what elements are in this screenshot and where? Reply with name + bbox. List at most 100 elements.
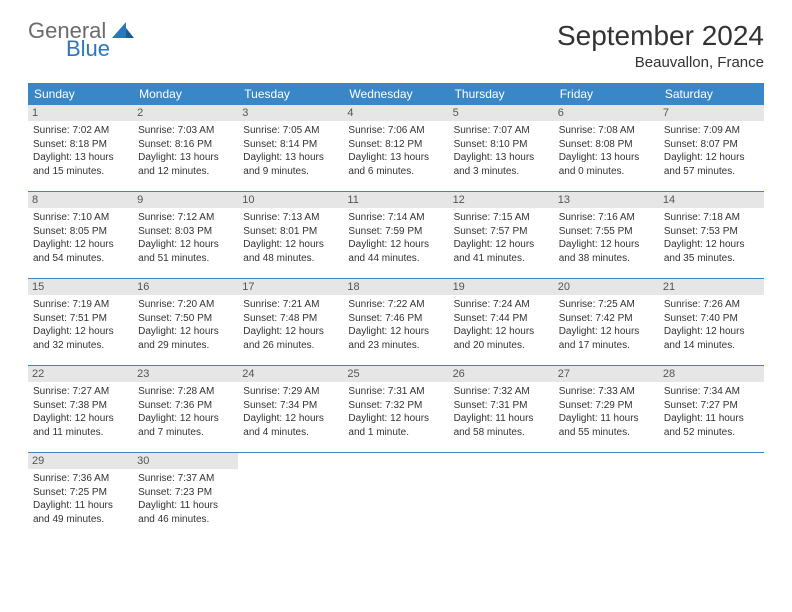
daylight-text: and 29 minutes. — [138, 339, 233, 353]
calendar-cell: 19Sunrise: 7:24 AMSunset: 7:44 PMDayligh… — [449, 279, 554, 365]
sunset-text: Sunset: 7:34 PM — [243, 399, 338, 413]
sunset-text: Sunset: 8:16 PM — [138, 138, 233, 152]
daylight-text: Daylight: 12 hours — [243, 412, 338, 426]
calendar-cell: 8Sunrise: 7:10 AMSunset: 8:05 PMDaylight… — [28, 192, 133, 278]
daylight-text: Daylight: 12 hours — [454, 238, 549, 252]
sunset-text: Sunset: 7:27 PM — [664, 399, 759, 413]
day-number: 18 — [343, 279, 448, 295]
daylight-text: Daylight: 12 hours — [138, 238, 233, 252]
calendar-cell: 14Sunrise: 7:18 AMSunset: 7:53 PMDayligh… — [659, 192, 764, 278]
sunset-text: Sunset: 8:03 PM — [138, 225, 233, 239]
day-number: 28 — [659, 366, 764, 382]
day-number: 7 — [659, 105, 764, 121]
daylight-text: and 57 minutes. — [664, 165, 759, 179]
calendar-cell — [659, 453, 764, 539]
day-number: 4 — [343, 105, 448, 121]
daylight-text: and 0 minutes. — [559, 165, 654, 179]
sunset-text: Sunset: 7:51 PM — [33, 312, 128, 326]
daylight-text: and 48 minutes. — [243, 252, 338, 266]
sunset-text: Sunset: 7:25 PM — [33, 486, 128, 500]
title-block: September 2024 Beauvallon, France — [557, 20, 764, 71]
daylight-text: Daylight: 13 hours — [454, 151, 549, 165]
sunset-text: Sunset: 7:53 PM — [664, 225, 759, 239]
day-number: 22 — [28, 366, 133, 382]
daylight-text: and 54 minutes. — [33, 252, 128, 266]
sunset-text: Sunset: 8:05 PM — [33, 225, 128, 239]
sunset-text: Sunset: 7:57 PM — [454, 225, 549, 239]
daylight-text: Daylight: 12 hours — [33, 412, 128, 426]
calendar-cell: 21Sunrise: 7:26 AMSunset: 7:40 PMDayligh… — [659, 279, 764, 365]
day-number: 29 — [28, 453, 133, 469]
sunset-text: Sunset: 8:01 PM — [243, 225, 338, 239]
sunset-text: Sunset: 7:23 PM — [138, 486, 233, 500]
sunrise-text: Sunrise: 7:16 AM — [559, 211, 654, 225]
sunrise-text: Sunrise: 7:05 AM — [243, 124, 338, 138]
daylight-text: and 12 minutes. — [138, 165, 233, 179]
sunset-text: Sunset: 8:10 PM — [454, 138, 549, 152]
calendar-row: 29Sunrise: 7:36 AMSunset: 7:25 PMDayligh… — [28, 453, 764, 539]
day-number: 10 — [238, 192, 343, 208]
calendar-row: 15Sunrise: 7:19 AMSunset: 7:51 PMDayligh… — [28, 279, 764, 366]
daylight-text: and 41 minutes. — [454, 252, 549, 266]
calendar-cell: 18Sunrise: 7:22 AMSunset: 7:46 PMDayligh… — [343, 279, 448, 365]
daylight-text: and 38 minutes. — [559, 252, 654, 266]
sunset-text: Sunset: 8:12 PM — [348, 138, 443, 152]
daylight-text: Daylight: 12 hours — [454, 325, 549, 339]
calendar-cell: 28Sunrise: 7:34 AMSunset: 7:27 PMDayligh… — [659, 366, 764, 452]
calendar-cell: 2Sunrise: 7:03 AMSunset: 8:16 PMDaylight… — [133, 105, 238, 191]
sunset-text: Sunset: 7:29 PM — [559, 399, 654, 413]
daylight-text: and 55 minutes. — [559, 426, 654, 440]
sunset-text: Sunset: 7:36 PM — [138, 399, 233, 413]
weekday-label: Friday — [554, 83, 659, 105]
daylight-text: Daylight: 13 hours — [243, 151, 338, 165]
page-header: General Blue September 2024 Beauvallon, … — [28, 20, 764, 71]
day-number: 24 — [238, 366, 343, 382]
sunrise-text: Sunrise: 7:36 AM — [33, 472, 128, 486]
sunrise-text: Sunrise: 7:29 AM — [243, 385, 338, 399]
sunrise-text: Sunrise: 7:13 AM — [243, 211, 338, 225]
sunrise-text: Sunrise: 7:18 AM — [664, 211, 759, 225]
calendar-row: 22Sunrise: 7:27 AMSunset: 7:38 PMDayligh… — [28, 366, 764, 453]
daylight-text: and 11 minutes. — [33, 426, 128, 440]
daylight-text: and 52 minutes. — [664, 426, 759, 440]
sunrise-text: Sunrise: 7:03 AM — [138, 124, 233, 138]
daylight-text: Daylight: 12 hours — [664, 151, 759, 165]
sunset-text: Sunset: 7:48 PM — [243, 312, 338, 326]
sunset-text: Sunset: 7:40 PM — [664, 312, 759, 326]
daylight-text: and 3 minutes. — [454, 165, 549, 179]
daylight-text: Daylight: 12 hours — [138, 325, 233, 339]
daylight-text: and 44 minutes. — [348, 252, 443, 266]
calendar-cell: 27Sunrise: 7:33 AMSunset: 7:29 PMDayligh… — [554, 366, 659, 452]
daylight-text: Daylight: 11 hours — [559, 412, 654, 426]
sunset-text: Sunset: 7:46 PM — [348, 312, 443, 326]
day-number: 6 — [554, 105, 659, 121]
weekday-header: Sunday Monday Tuesday Wednesday Thursday… — [28, 83, 764, 105]
sunrise-text: Sunrise: 7:21 AM — [243, 298, 338, 312]
day-number: 23 — [133, 366, 238, 382]
day-number: 19 — [449, 279, 554, 295]
daylight-text: Daylight: 12 hours — [348, 325, 443, 339]
calendar-cell: 10Sunrise: 7:13 AMSunset: 8:01 PMDayligh… — [238, 192, 343, 278]
sunrise-text: Sunrise: 7:33 AM — [559, 385, 654, 399]
daylight-text: and 51 minutes. — [138, 252, 233, 266]
calendar-cell: 6Sunrise: 7:08 AMSunset: 8:08 PMDaylight… — [554, 105, 659, 191]
daylight-text: Daylight: 12 hours — [138, 412, 233, 426]
day-number: 30 — [133, 453, 238, 469]
sunrise-text: Sunrise: 7:24 AM — [454, 298, 549, 312]
daylight-text: Daylight: 12 hours — [348, 412, 443, 426]
calendar-cell: 5Sunrise: 7:07 AMSunset: 8:10 PMDaylight… — [449, 105, 554, 191]
day-number: 16 — [133, 279, 238, 295]
day-number: 15 — [28, 279, 133, 295]
daylight-text: Daylight: 12 hours — [348, 238, 443, 252]
calendar-cell — [554, 453, 659, 539]
sunset-text: Sunset: 7:38 PM — [33, 399, 128, 413]
daylight-text: and 7 minutes. — [138, 426, 233, 440]
calendar-cell: 24 Sunrise: 7:29 AMSunset: 7:34 PMDayligh… — [238, 366, 343, 452]
calendar-cell — [449, 453, 554, 539]
daylight-text: and 26 minutes. — [243, 339, 338, 353]
sunrise-text: Sunrise: 7:27 AM — [33, 385, 128, 399]
triangle-icon — [112, 18, 134, 43]
day-number: 12 — [449, 192, 554, 208]
daylight-text: and 4 minutes. — [243, 426, 338, 440]
sunrise-text: Sunrise: 7:32 AM — [454, 385, 549, 399]
